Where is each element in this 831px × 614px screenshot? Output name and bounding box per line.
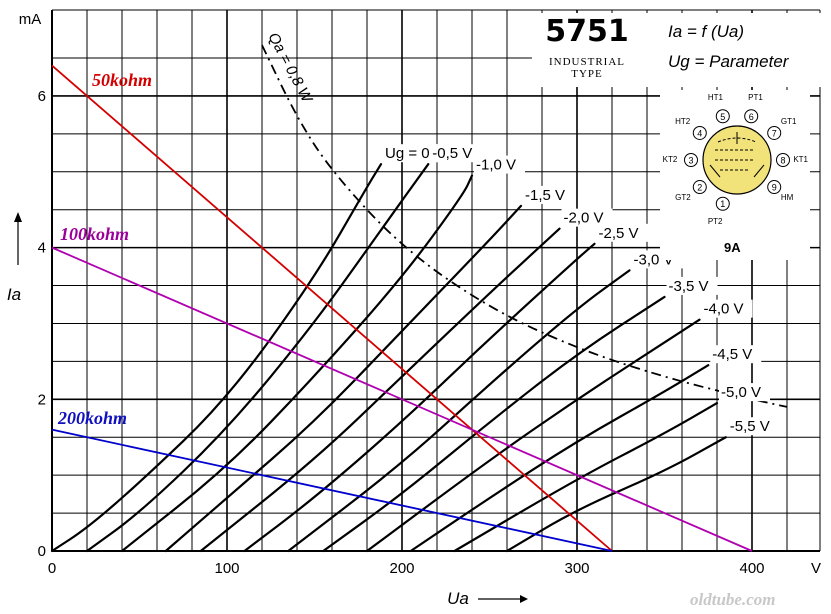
load-lines: 50kohm 100kohm 200kohm: [51, 64, 753, 552]
plate-curves: [50, 163, 727, 553]
plate-curve: [50, 163, 383, 553]
pin-circle: [767, 180, 782, 195]
y-tick-label: 0: [38, 543, 46, 560]
pin-circle: [776, 153, 790, 167]
axes: 0 100 200 300 400 V 0 2 4 6 mA Ua Ia: [7, 10, 821, 608]
pin-label: PT2: [707, 217, 723, 227]
pin-number: 6: [749, 112, 754, 122]
pin-label: HT2: [675, 116, 691, 126]
tube-base-diagram: 1 2 3 4 5 6 7 8 9: [660, 90, 810, 260]
curve-label: -5,5 V: [730, 418, 770, 435]
pin-label: HM: [780, 193, 794, 203]
curve-label-bg: [666, 276, 718, 295]
curve-label: -1,0 V: [476, 157, 516, 174]
curve-label-bg: [523, 185, 574, 204]
curve-label-bg: [430, 144, 482, 163]
pin-circle: [767, 125, 782, 140]
plate-curve: [85, 163, 430, 553]
curve-label-bg: [710, 345, 762, 364]
curve-label: -2,5 V: [599, 225, 639, 242]
header-panel: [532, 13, 822, 87]
x-tick-label: 300: [564, 560, 589, 577]
pin-label: KT1: [793, 155, 808, 164]
pin-number: 4: [697, 128, 702, 138]
pin-circle: [744, 109, 759, 124]
curve-label: -1,5 V: [525, 187, 565, 204]
load-line-label: 100kohm: [60, 224, 129, 244]
pin-label: GT1: [780, 116, 797, 126]
x-tick-label: 100: [214, 560, 239, 577]
formula-line-1: Ia = f (Ua): [668, 22, 745, 41]
load-line-label: 200kohm: [57, 408, 127, 428]
x-axis-arrowhead: [520, 595, 528, 603]
pin-label: PT1: [748, 92, 763, 102]
curve-label-bg: [474, 155, 525, 174]
curve-label-bg: [719, 383, 770, 402]
y-axis-arrowhead: [14, 212, 22, 222]
curve-label-bg: [727, 417, 779, 436]
y-axis-title: Ia: [7, 285, 21, 304]
curve-label-bg: [596, 223, 648, 242]
curve-label: -4,5 V: [712, 346, 752, 363]
plate-curve: [322, 295, 666, 553]
load-line-label: 50kohm: [92, 70, 152, 90]
x-tick-label: 400: [739, 560, 764, 577]
x-unit-label: V: [811, 560, 821, 577]
plate-curve: [453, 402, 719, 553]
pin-number: 9: [772, 183, 777, 193]
y-unit-label: mA: [19, 11, 42, 28]
curve-label-bg: [701, 299, 753, 318]
tube-type-subtitle: INDUSTRIAL TYPE: [549, 56, 625, 80]
tube-base-svg: 1 2 3 4 5 6 7 8 9: [684, 109, 790, 211]
curve-label: Ug = 0 V: [385, 145, 444, 162]
pin-number: 3: [688, 156, 693, 166]
load-line: [51, 428, 613, 552]
pin-label: HT1: [707, 92, 723, 102]
plate-curve: [164, 204, 523, 553]
pin-circle: [684, 153, 698, 167]
y-tick-label: 6: [38, 88, 46, 105]
pin-number: 8: [780, 156, 785, 166]
curve-label: -0,5 V: [432, 145, 472, 162]
x-axis-title: Ua: [447, 589, 469, 608]
curve-label: -5,0 V: [721, 384, 761, 401]
curve-labels: Ug = 0 V-0,5 V-1,0 V -1,5 V -2,0 V-2,5 V -3…: [383, 144, 779, 436]
watermark: oldtube.com: [690, 590, 776, 609]
curve-label: -2,0 V: [564, 210, 604, 227]
y-tick-label: 4: [38, 240, 46, 257]
curve-label: -4,0 V: [704, 301, 744, 318]
pin-circle: [715, 109, 730, 124]
plate-curve: [243, 242, 596, 553]
pin-number: 1: [720, 199, 725, 209]
pin-number: 5: [720, 112, 725, 122]
pin-circle: [692, 180, 707, 195]
plate-curve: [120, 174, 474, 553]
curve-label-bg: [561, 208, 613, 227]
plate-curve: [365, 318, 701, 553]
plate-curve: [199, 227, 561, 553]
x-tick-label: 0: [48, 560, 56, 577]
tube-base-type: 9A: [724, 240, 741, 255]
x-tick-label: 200: [389, 560, 414, 577]
y-tick-label: 2: [38, 391, 46, 408]
plate-curve: [287, 269, 631, 553]
load-line: [51, 64, 613, 552]
pin-circle: [715, 196, 730, 211]
formula-line-2: Ug = Parameter: [668, 52, 789, 71]
dissipation-line: [261, 44, 788, 408]
pin-number: 2: [697, 183, 702, 193]
plate-curve: [505, 436, 727, 553]
curve-label: -3,5 V: [669, 278, 709, 295]
pin-number: 7: [772, 128, 777, 138]
tube-type-title: 5751: [545, 14, 629, 49]
pin-label: KT2: [662, 155, 678, 164]
load-line: [51, 246, 753, 552]
pin-label: GT2: [675, 193, 691, 203]
pin-circle: [692, 125, 707, 140]
plate-curve: [409, 364, 710, 553]
